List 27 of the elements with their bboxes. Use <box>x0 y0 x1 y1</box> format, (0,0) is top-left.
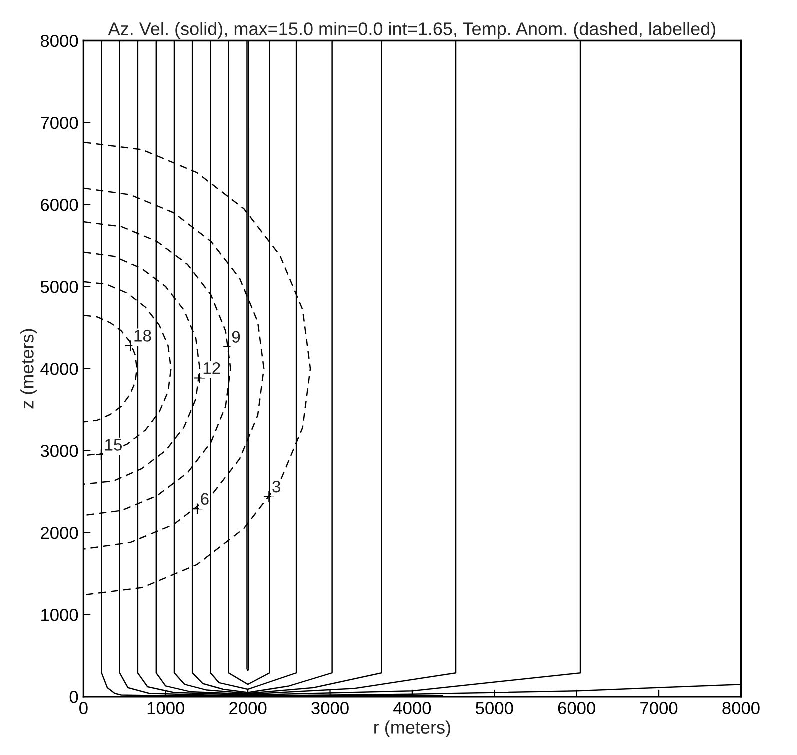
x-axis-title: r (meters) <box>374 720 450 738</box>
y-axis-title: z (meters) <box>20 329 38 409</box>
y-tick-label: 6000 <box>41 198 78 212</box>
y-tick-label: 0 <box>70 691 78 704</box>
annotation: 12 <box>204 362 220 374</box>
y-tick-label: 1000 <box>42 609 78 622</box>
y-tick-label: 3000 <box>40 444 78 458</box>
annotation: 18 <box>134 330 152 342</box>
annotation: 3 <box>272 480 281 493</box>
x-tick-label: 6000 <box>558 702 596 714</box>
x-tick-label: 8000 <box>722 702 760 714</box>
chart-title: Az. Vel. (solid), max=15.0 min=0.0 int=1.65, Temp. Anom. (dashed, labelled) <box>108 22 716 39</box>
x-tick-label: 4000 <box>394 702 432 714</box>
annotation: 9 <box>232 331 240 343</box>
x-tick-label: 3000 <box>312 702 349 714</box>
y-tick-label: 7000 <box>41 116 78 130</box>
x-tick-label: 5000 <box>476 702 514 714</box>
annotation: 6 <box>201 493 209 506</box>
x-tick-label: 1000 <box>148 702 185 714</box>
x-tick-label: 0 <box>80 702 88 714</box>
y-tick-label: 8000 <box>40 34 78 48</box>
y-tick-label: 4000 <box>40 362 78 376</box>
y-tick-label: 5000 <box>40 280 78 294</box>
x-tick-label: 2000 <box>230 702 267 714</box>
y-tick-label: 2000 <box>41 527 78 540</box>
annotation: 15 <box>105 439 122 451</box>
x-tick-label: 7000 <box>640 702 678 714</box>
